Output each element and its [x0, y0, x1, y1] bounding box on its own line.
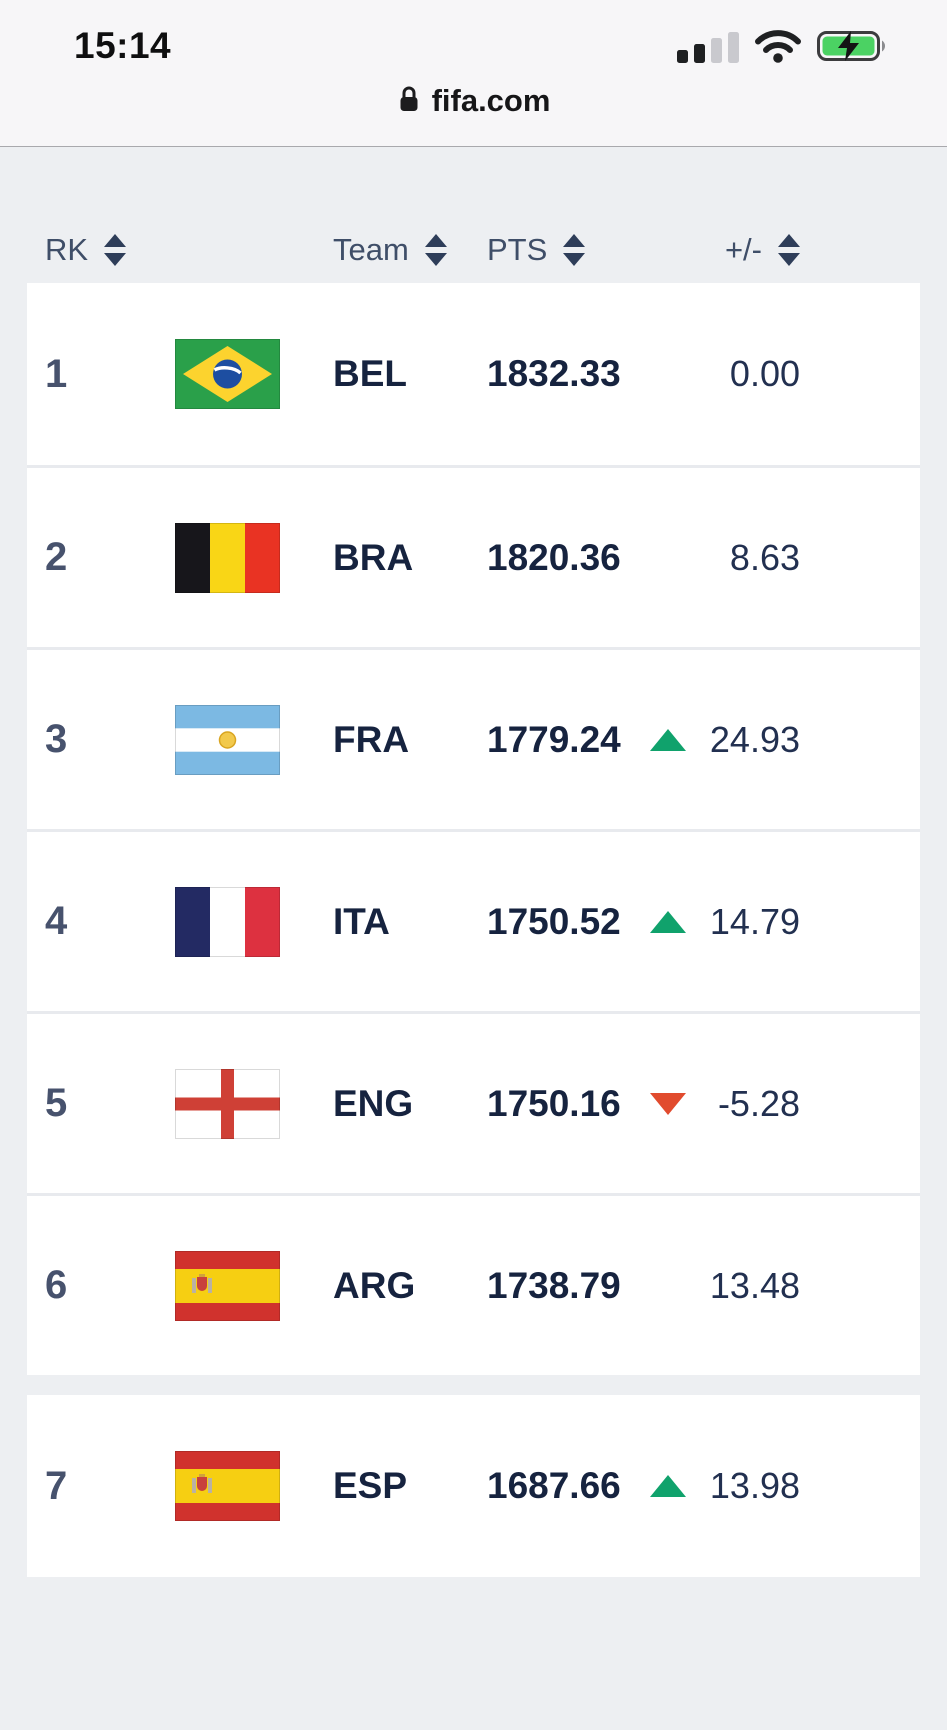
header-team-label: Team — [333, 232, 409, 267]
header-rank-sort[interactable]: RK — [45, 232, 127, 268]
rank-cell: 2 — [45, 535, 68, 579]
team-code: BRA — [333, 536, 414, 578]
change-cell: 13.48 — [709, 1264, 800, 1306]
cellular-signal-icon — [677, 29, 739, 63]
change-cell: 24.93 — [709, 718, 800, 760]
status-bar: 15:14 — [0, 0, 947, 66]
points-cell: 1750.16 — [487, 1082, 621, 1124]
team-code: ITA — [333, 900, 390, 942]
points-cell: 1779.24 — [487, 718, 621, 760]
wifi-icon — [754, 29, 802, 63]
rank-cell: 1 — [45, 351, 68, 396]
header-rank-label: RK — [45, 232, 89, 267]
table-row[interactable]: 2 BRA 1820.36 8.63 — [27, 465, 920, 647]
header-pts-sort[interactable]: PTS — [487, 232, 586, 268]
change-cell: 13.98 — [709, 1465, 800, 1506]
spain-flag-icon — [175, 1451, 280, 1521]
points-cell: 1687.66 — [487, 1465, 621, 1506]
points-cell: 1750.52 — [487, 900, 621, 942]
team-code: ARG — [333, 1264, 416, 1306]
status-icons — [677, 29, 889, 63]
browser-chrome: 15:14 — [0, 0, 947, 147]
status-time: 15:14 — [74, 25, 172, 66]
trend-up-icon — [650, 910, 686, 933]
points-cell: 1820.36 — [487, 536, 621, 578]
header-team-sort[interactable]: Team — [333, 232, 447, 268]
sort-icon — [424, 234, 447, 266]
trend-up-icon — [650, 1475, 686, 1497]
address-bar[interactable]: fifa.com — [0, 72, 947, 130]
lock-icon — [397, 84, 421, 119]
table-header: RK Team PTS +/- — [27, 217, 920, 283]
table-row[interactable]: 6 ARG 1738.79 13.48 — [27, 1193, 920, 1375]
sort-icon — [104, 234, 127, 266]
sort-icon — [563, 234, 586, 266]
team-code: FRA — [333, 718, 410, 760]
trend-down-icon — [650, 1092, 686, 1115]
trend-up-icon — [650, 728, 686, 751]
points-cell: 1832.33 — [487, 353, 621, 394]
rankings-page: RK Team PTS +/- — [0, 217, 947, 1577]
brazil-flag-icon — [175, 339, 280, 409]
belgium-flag-icon — [175, 522, 280, 593]
header-change-label: +/- — [724, 232, 762, 267]
team-code: ESP — [333, 1465, 408, 1506]
change-cell: -5.28 — [717, 1082, 800, 1124]
change-cell: 0.00 — [729, 353, 800, 394]
url-text: fifa.com — [431, 83, 551, 118]
change-cell: 14.79 — [709, 900, 800, 942]
row-separator-gap — [27, 1375, 920, 1395]
change-cell: 8.63 — [729, 536, 800, 578]
table-row[interactable]: 5 ENG 1750.16 -5.28 — [27, 1011, 920, 1193]
table-row[interactable]: 3 FRA 1779.24 24.93 — [27, 647, 920, 829]
header-pts-label: PTS — [487, 232, 548, 267]
table-row[interactable]: 1 BEL 1832.33 0.00 — [27, 283, 920, 465]
battery-charging-icon — [817, 29, 889, 63]
rank-cell: 5 — [45, 1081, 68, 1125]
iphone-screen: 15:14 — [0, 0, 947, 1577]
team-code: BEL — [333, 353, 407, 394]
team-code: ENG — [333, 1082, 414, 1124]
points-cell: 1738.79 — [487, 1264, 621, 1306]
table-row[interactable]: 7 ESP 1687.66 13.98 — [27, 1395, 920, 1577]
england-flag-icon — [175, 1068, 280, 1139]
header-change-sort[interactable]: +/- — [725, 232, 800, 268]
table-row[interactable]: 4 ITA 1750.52 14.79 — [27, 829, 920, 1011]
rank-cell: 6 — [45, 1263, 68, 1307]
rank-cell: 4 — [45, 899, 68, 943]
rank-cell: 3 — [45, 717, 68, 761]
spain-flag-icon — [175, 1250, 280, 1321]
france-flag-icon — [175, 886, 280, 957]
sort-icon — [778, 234, 800, 266]
argentina-flag-icon — [175, 704, 280, 775]
rank-cell: 7 — [45, 1463, 68, 1508]
